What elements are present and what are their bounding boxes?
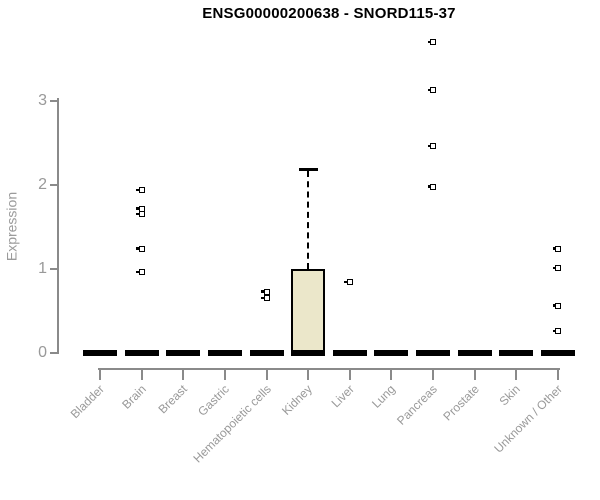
median-bar [499,350,534,356]
outlier-point [261,295,270,302]
x-axis-tick [307,369,310,380]
median-bar [416,350,451,356]
box-kidney [291,269,326,353]
x-axis-tick [348,369,351,380]
x-axis-tick [473,369,476,380]
x-axis-tick [390,369,393,380]
x-axis-tick [265,369,268,380]
median-bar [83,350,117,356]
outlier-point [552,245,562,252]
median-bar [249,350,284,356]
outlier-point [552,265,562,272]
y-axis-tick-label: 0 [38,344,47,361]
outlier-point [552,328,562,335]
x-axis-tick [223,369,226,380]
y-axis-line [57,98,59,354]
median-bar [207,350,242,356]
median-bar [166,350,201,356]
median-bar [291,350,326,356]
x-axis-tick [432,369,435,380]
outlier-point [427,143,437,150]
x-axis-tick [140,369,143,380]
median-bar [332,350,367,356]
x-axis-tick [557,369,560,380]
outlier-point [261,288,270,295]
median-bar [374,350,409,356]
outlier-point [552,302,562,309]
whisker-stem [307,171,310,269]
y-axis-tick-label: 2 [38,176,47,193]
outlier-point [427,183,437,190]
y-axis-tick-label: 1 [38,260,47,277]
outlier-point [344,279,353,286]
median-bar [124,350,159,356]
outlier-point [136,187,145,194]
outlier-point [136,269,145,276]
outlier-point [427,87,437,94]
outlier-point [136,205,145,212]
y-axis-tick [50,100,57,102]
chart-title: ENSG00000200638 - SNORD115-37 [202,5,456,22]
y-axis-tick [50,268,57,270]
outlier-point [136,245,145,252]
y-axis-tick-label: 3 [38,92,47,109]
outlier-point [427,39,437,46]
x-axis-tick [182,369,185,380]
y-axis-tick [50,184,57,186]
x-axis-line [98,368,560,370]
x-axis-tick [99,369,101,380]
median-bar [541,350,576,356]
y-axis-tick [50,352,57,354]
median-bar [457,350,492,356]
outlier-point [136,211,145,218]
whisker-cap [298,168,318,172]
x-axis-tick [515,369,518,380]
